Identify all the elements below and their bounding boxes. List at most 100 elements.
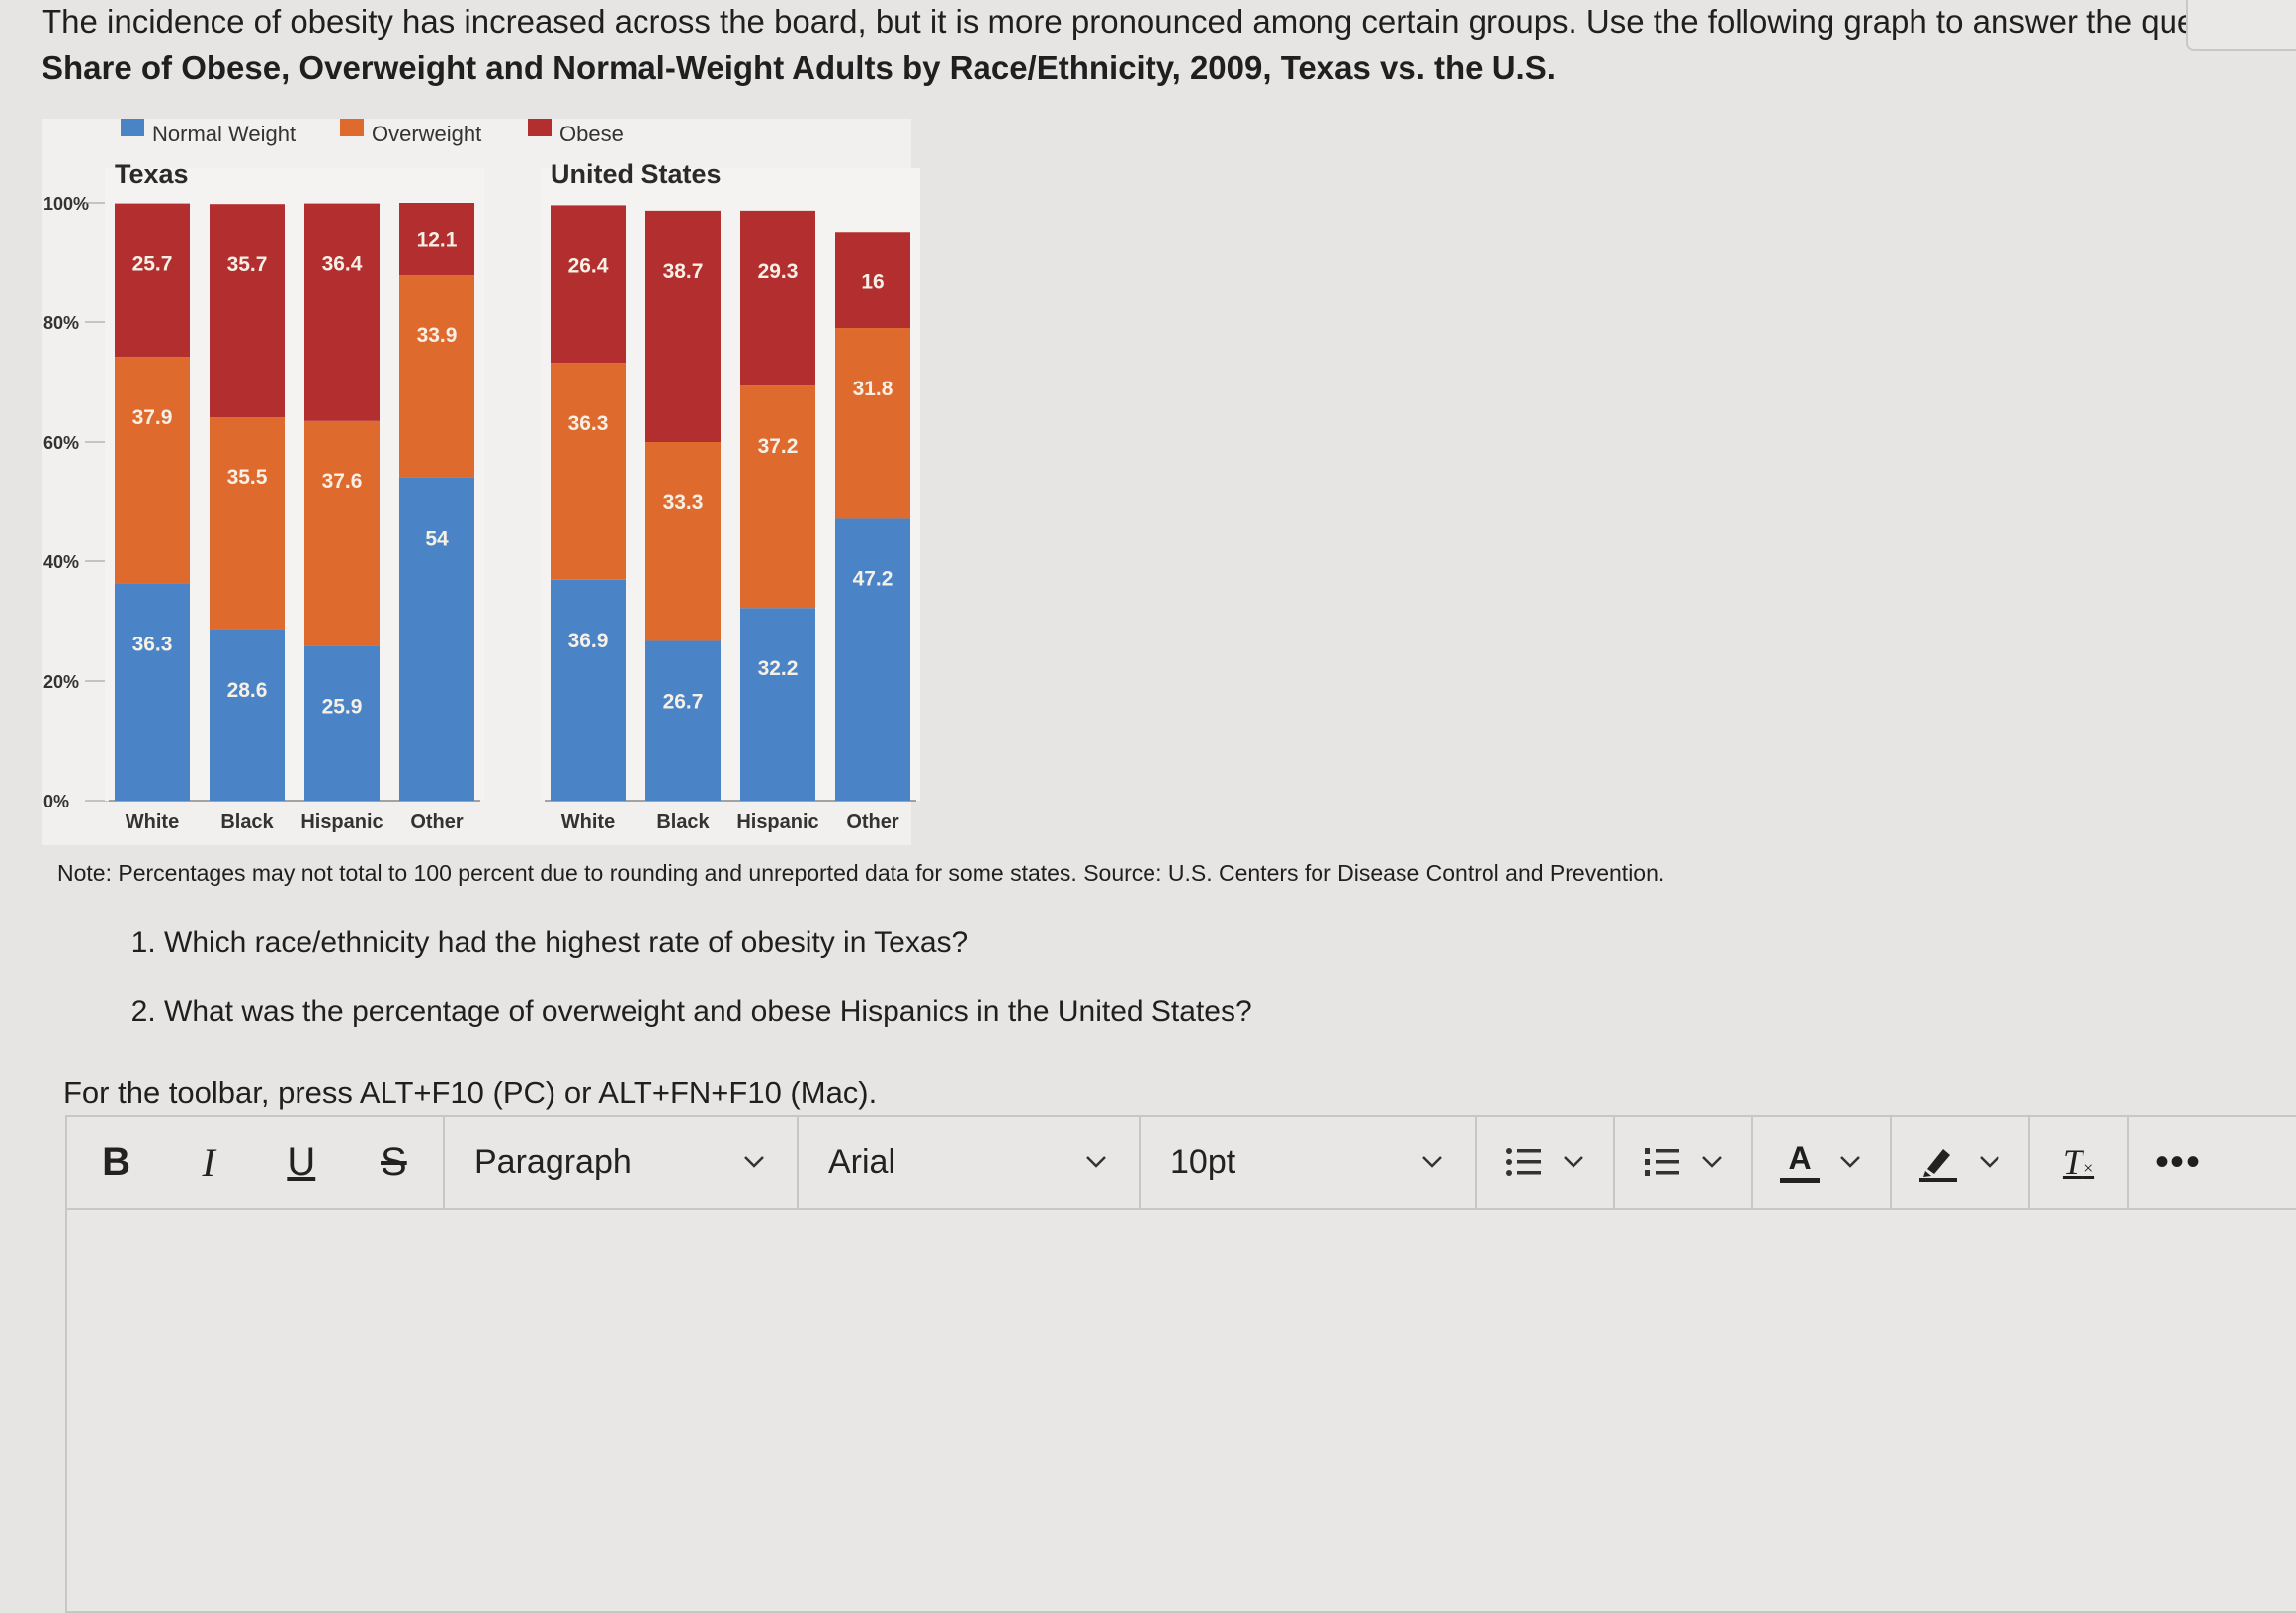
underline-button[interactable]: U — [287, 1140, 316, 1184]
editor-toolbar: B I U S Paragraph Arial 10pt — [67, 1117, 2296, 1210]
legend-label: Normal Weight — [152, 122, 296, 146]
y-tick-label: 0% — [43, 792, 69, 811]
data-label: 33.9 — [417, 324, 458, 347]
bold-button[interactable]: B — [102, 1140, 131, 1184]
clear-formatting-button[interactable]: T× — [2030, 1117, 2129, 1208]
bar-segment-normal-weight — [210, 629, 285, 801]
toolbar-hint: For the toolbar, press ALT+F10 (PC) or A… — [63, 1075, 878, 1110]
numbered-list-button[interactable] — [1615, 1117, 1753, 1208]
data-label: 36.3 — [132, 633, 173, 655]
x-tick-label: Black — [220, 811, 274, 833]
bar-segment-overweight — [399, 275, 474, 478]
x-tick-label: Hispanic — [300, 811, 383, 833]
text-style-group: B I U S — [67, 1117, 445, 1208]
y-tick-label: 100% — [43, 194, 89, 213]
strikethrough-button[interactable]: S — [381, 1140, 407, 1184]
chevron-down-icon — [1086, 1156, 1106, 1168]
rich-text-editor: B I U S Paragraph Arial 10pt — [65, 1115, 2296, 1613]
highlight-color-button[interactable] — [1892, 1117, 2030, 1208]
chart-note: Note: Percentages may not total to 100 p… — [57, 860, 1665, 886]
legend-swatch — [340, 119, 364, 136]
bar-segment-obese — [740, 210, 815, 386]
italic-button[interactable]: I — [202, 1140, 215, 1185]
more-button[interactable]: ••• — [2154, 1140, 2202, 1184]
data-label: 37.2 — [758, 435, 799, 458]
intro-text: The incidence of obesity has increased a… — [42, 3, 2281, 40]
bar-segment-normal-weight — [115, 583, 190, 801]
bar-segment-overweight — [115, 357, 190, 584]
numbered-list-icon — [1645, 1148, 1679, 1176]
bar-segment-obese — [399, 203, 474, 276]
x-tick-label: White — [561, 811, 615, 833]
x-tick-label: White — [126, 811, 179, 833]
editor-text-area[interactable] — [67, 1210, 2296, 1611]
data-label: 28.6 — [227, 679, 268, 702]
legend-swatch — [121, 119, 144, 136]
bar-segment-overweight — [645, 442, 721, 641]
bar-segment-normal-weight — [304, 645, 380, 801]
legend-swatch — [528, 119, 552, 136]
bar-segment-obese — [551, 205, 626, 364]
data-label: 29.3 — [758, 260, 799, 283]
bullet-list-icon — [1506, 1148, 1541, 1176]
data-label: 25.7 — [132, 253, 173, 276]
data-label: 38.7 — [663, 260, 704, 283]
data-label: 33.3 — [663, 491, 704, 514]
font-family-value: Arial — [828, 1143, 896, 1181]
figure-title: Share of Obese, Overweight and Normal-We… — [42, 49, 1556, 86]
panel-title: United States — [551, 159, 722, 189]
bar-segment-normal-weight — [399, 477, 474, 801]
x-tick-label: Other — [846, 811, 899, 833]
data-label: 36.3 — [568, 412, 609, 435]
text-color-icon: A — [1780, 1143, 1820, 1183]
bar-segment-obese — [645, 210, 721, 442]
block-format-select[interactable]: Paragraph — [445, 1117, 799, 1208]
chevron-down-icon — [1840, 1156, 1860, 1168]
data-label: 25.9 — [322, 695, 363, 718]
bar-segment-obese — [115, 203, 190, 358]
panel-title: Texas — [115, 159, 189, 189]
bullet-list-button[interactable] — [1477, 1117, 1615, 1208]
data-label: 37.9 — [132, 406, 173, 429]
bar-segment-normal-weight — [740, 608, 815, 801]
bar-segment-normal-weight — [551, 579, 626, 801]
block-format-value: Paragraph — [474, 1143, 632, 1181]
chevron-down-icon — [744, 1156, 764, 1168]
data-label: 35.5 — [227, 467, 268, 489]
bar-segment-normal-weight — [645, 640, 721, 801]
data-label: 37.6 — [322, 470, 363, 493]
data-label: 16 — [861, 271, 884, 294]
clear-format-glyph: T — [2062, 1143, 2083, 1182]
clear-format-icon: T× — [2062, 1143, 2095, 1182]
text-color-button[interactable]: A — [1753, 1117, 1892, 1208]
legend-label: Obese — [559, 122, 624, 146]
y-tick-label: 20% — [43, 672, 79, 692]
bar-segment-overweight — [551, 363, 626, 580]
legend-label: Overweight — [372, 122, 481, 146]
data-label: 26.4 — [568, 254, 609, 277]
text-color-glyph: A — [1788, 1140, 1812, 1176]
x-tick-label: Other — [410, 811, 464, 833]
bar-segment-obese — [304, 203, 380, 421]
data-label: 36.4 — [322, 253, 363, 276]
y-tick-label: 80% — [43, 313, 79, 333]
bar-segment-overweight — [835, 328, 910, 519]
font-family-select[interactable]: Arial — [799, 1117, 1141, 1208]
y-tick-label: 40% — [43, 552, 79, 572]
chevron-down-icon — [1980, 1156, 1999, 1168]
data-label: 31.8 — [853, 378, 893, 400]
question-item: Which race/ethnicity had the highest rat… — [164, 914, 1252, 983]
bar-segment-normal-weight — [835, 518, 910, 801]
data-label: 36.9 — [568, 630, 609, 652]
chevron-down-icon — [1702, 1156, 1722, 1168]
data-label: 26.7 — [663, 690, 704, 713]
chevron-down-icon — [1422, 1156, 1442, 1168]
question-list: Which race/ethnicity had the highest rat… — [117, 914, 1252, 1053]
chevron-down-icon — [1564, 1156, 1583, 1168]
data-label: 54 — [425, 527, 449, 550]
text-color-swatch — [1780, 1177, 1820, 1183]
corner-panel — [2186, 0, 2296, 51]
bar-segment-obese — [835, 232, 910, 329]
font-size-select[interactable]: 10pt — [1141, 1117, 1477, 1208]
chart-canvas: Normal Weight Overweight Obese 0% 20% 40% 60% 8… — [42, 119, 920, 845]
